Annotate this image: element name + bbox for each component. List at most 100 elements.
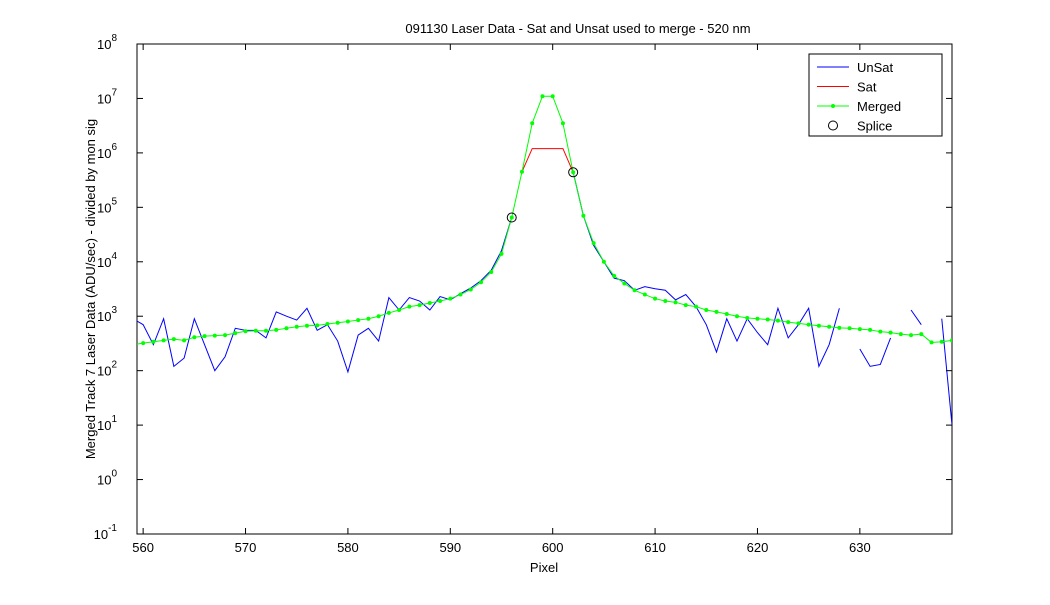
y-tick-base: 10	[97, 146, 111, 161]
y-tick-base: 10	[97, 309, 111, 324]
y-tick-base: 10	[97, 255, 111, 270]
x-tick-label: 620	[747, 540, 769, 555]
legend-label: Merged	[857, 99, 901, 114]
y-tick-base: 10	[97, 364, 111, 379]
legend-label: UnSat	[857, 60, 894, 75]
point-marker	[427, 300, 432, 305]
point-marker	[622, 281, 627, 286]
y-tick-exponent: 1	[111, 414, 117, 425]
point-marker	[499, 251, 504, 256]
point-marker	[468, 287, 473, 292]
point-marker	[786, 320, 791, 325]
series-line	[521, 148, 574, 173]
y-axis-label: Merged Track 7 Laser Data (ADU/sec) - di…	[83, 119, 98, 459]
legend-symbol	[828, 120, 838, 131]
point-marker	[745, 315, 750, 320]
point-marker	[448, 296, 453, 301]
y-tick-base: 10	[97, 418, 111, 433]
point-marker	[407, 304, 412, 309]
y-tick-exponent: 3	[111, 305, 117, 316]
y-tick-exponent: -1	[108, 523, 117, 534]
point-marker	[939, 339, 944, 344]
point-marker	[837, 325, 842, 330]
point-marker	[909, 333, 914, 338]
x-tick-label: 570	[235, 540, 257, 555]
point-marker	[775, 318, 780, 323]
point-marker	[847, 326, 852, 331]
y-tick-base: 10	[97, 200, 111, 215]
legend-symbol	[831, 104, 835, 108]
point-marker	[919, 332, 924, 337]
x-tick-label: 580	[337, 540, 359, 555]
point-marker	[489, 269, 494, 274]
y-tick-base: 10	[97, 91, 111, 106]
point-marker	[366, 316, 371, 321]
x-tick-label: 610	[644, 540, 666, 555]
y-tick-label: 102	[97, 360, 117, 379]
point-marker	[694, 304, 699, 309]
x-tick-label: 560	[132, 540, 154, 555]
series-line	[137, 172, 952, 426]
point-marker	[141, 341, 146, 346]
point-marker	[827, 324, 832, 329]
point-marker	[868, 327, 873, 332]
x-tick-label: 590	[439, 540, 461, 555]
y-tick-label: 107	[97, 87, 117, 106]
point-marker	[540, 94, 545, 99]
y-tick-label: 101	[97, 414, 117, 433]
point-marker	[182, 338, 187, 343]
point-marker	[571, 170, 576, 175]
point-marker	[673, 300, 678, 305]
point-marker	[550, 94, 555, 99]
point-marker	[632, 288, 637, 293]
point-marker	[233, 331, 238, 336]
point-marker	[315, 323, 320, 328]
y-tick-label: 105	[97, 196, 117, 215]
y-tick-exponent: 8	[111, 33, 117, 44]
point-marker	[816, 323, 821, 328]
point-marker	[376, 314, 381, 319]
point-marker	[857, 327, 862, 332]
y-tick-exponent: 6	[111, 142, 117, 153]
point-marker	[898, 332, 903, 337]
point-marker	[479, 280, 484, 285]
point-marker	[356, 318, 361, 323]
point-marker	[714, 309, 719, 314]
point-marker	[796, 321, 801, 326]
point-marker	[417, 303, 422, 308]
point-marker	[253, 328, 258, 333]
x-tick-label: 600	[542, 540, 564, 555]
point-marker	[212, 333, 217, 338]
point-marker	[161, 338, 166, 343]
point-marker	[560, 121, 565, 126]
point-marker	[888, 330, 893, 335]
point-marker	[642, 292, 647, 297]
point-marker	[734, 314, 739, 319]
point-marker	[683, 303, 688, 308]
point-marker	[223, 333, 228, 338]
point-marker	[601, 259, 606, 264]
y-tick-label: 100	[97, 469, 117, 488]
point-marker	[304, 323, 309, 328]
y-tick-exponent: 5	[111, 196, 117, 207]
y-tick-exponent: 4	[111, 251, 117, 262]
legend-box	[808, 53, 943, 137]
point-marker	[530, 121, 535, 126]
point-marker	[724, 311, 729, 316]
point-marker	[386, 310, 391, 315]
point-marker	[397, 308, 402, 313]
point-marker	[950, 338, 952, 343]
chart-title: 091130 Laser Data - Sat and Unsat used t…	[405, 21, 750, 36]
legend-label: Sat	[857, 80, 877, 95]
point-marker	[345, 319, 350, 324]
point-marker	[878, 329, 883, 334]
y-tick-label: 108	[97, 33, 117, 52]
point-marker	[438, 299, 443, 304]
point-marker	[335, 320, 340, 325]
point-marker	[653, 296, 658, 301]
point-marker	[192, 335, 197, 340]
point-marker	[509, 215, 514, 220]
point-marker	[202, 334, 207, 339]
